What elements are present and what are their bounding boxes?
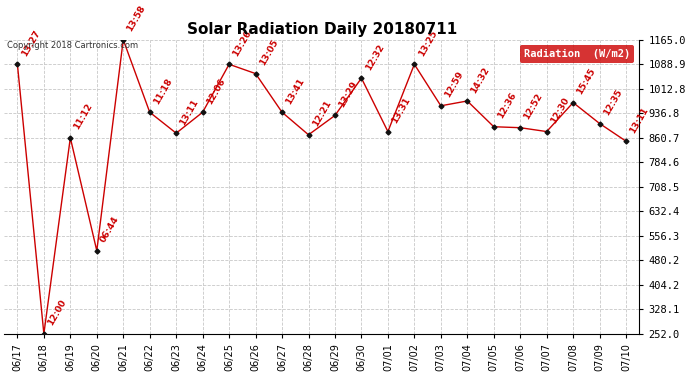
- Text: 11:12: 11:12: [72, 102, 95, 131]
- Text: 12:06: 12:06: [205, 76, 227, 106]
- Text: 11:18: 11:18: [152, 76, 174, 106]
- Text: 14:32: 14:32: [469, 65, 491, 94]
- Text: 12:52: 12:52: [522, 92, 544, 121]
- Text: 06:44: 06:44: [99, 215, 121, 244]
- Text: 12:00: 12:00: [46, 298, 68, 327]
- Legend: Radiation  (W/m2): Radiation (W/m2): [520, 45, 634, 63]
- Text: 12:59: 12:59: [443, 70, 465, 99]
- Text: Copyright 2018 Cartronics.com: Copyright 2018 Cartronics.com: [8, 41, 139, 50]
- Text: 13:29: 13:29: [337, 80, 359, 109]
- Text: 13:25: 13:25: [417, 28, 439, 58]
- Title: Solar Radiation Daily 20180711: Solar Radiation Daily 20180711: [186, 22, 457, 37]
- Text: 13:05: 13:05: [257, 38, 279, 67]
- Text: 13:11: 13:11: [628, 105, 650, 135]
- Text: 12:32: 12:32: [364, 42, 386, 72]
- Text: 15:45: 15:45: [575, 67, 598, 96]
- Text: 13:41: 13:41: [284, 76, 306, 106]
- Text: 13:27: 13:27: [19, 28, 41, 58]
- Text: 13:11: 13:11: [178, 98, 200, 127]
- Text: 12:30: 12:30: [549, 96, 571, 125]
- Text: 13:58: 13:58: [126, 4, 148, 33]
- Text: 12:36: 12:36: [496, 91, 518, 120]
- Text: 13:31: 13:31: [390, 96, 412, 125]
- Text: 12:21: 12:21: [310, 99, 333, 128]
- Text: 13:26: 13:26: [231, 28, 253, 58]
- Text: 12:35: 12:35: [602, 88, 624, 117]
